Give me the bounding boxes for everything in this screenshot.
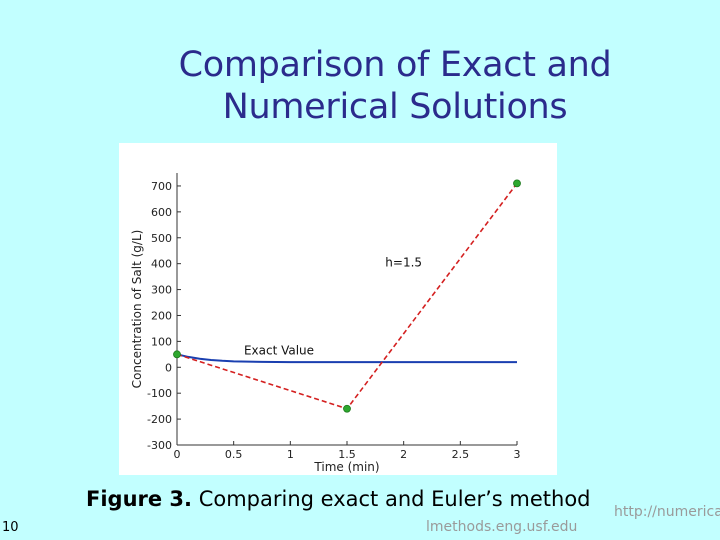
slide-title: Comparison of Exact and Numerical Soluti… <box>150 44 640 128</box>
x-tick-label: 0 <box>174 448 181 461</box>
euler-point <box>173 350 181 359</box>
y-tick-label: -300 <box>147 439 172 452</box>
x-tick-label: 3 <box>514 448 521 461</box>
footer-url: lmethods.eng.usf.edu <box>426 519 578 535</box>
slide-number: 10 <box>2 520 19 535</box>
chart-svg: 0 0.5 1 1.5 2 2.5 3 -300 -200 -100 0 100 200 300 400 50… <box>130 173 521 474</box>
y-tick-label: -100 <box>147 387 172 400</box>
y-tick-label: -200 <box>147 413 172 426</box>
x-tick-label: 0.5 <box>225 448 243 461</box>
x-axis-label: Time (min) <box>313 460 379 474</box>
euler-series-line <box>176 182 518 410</box>
caption-label: Figure 3. <box>86 487 193 511</box>
figure-caption: Figure 3. Comparing exact and Euler’s me… <box>86 487 591 511</box>
x-tick-label: 2.5 <box>452 448 470 461</box>
y-tick-label: 400 <box>151 258 172 271</box>
y-tick-label: 700 <box>151 180 172 193</box>
y-tick-label: 0 <box>165 361 172 374</box>
y-tick-label: 200 <box>151 309 172 322</box>
y-axis-label: Concentration of Salt (g/L) <box>130 230 144 389</box>
euler-point <box>513 179 521 188</box>
footer-url-right: http://numerica <box>614 504 720 520</box>
title-line-2: Numerical Solutions <box>222 87 568 127</box>
y-tick-label: 100 <box>151 335 172 348</box>
step-size-annotation: h=1.5 <box>385 255 422 269</box>
euler-point <box>343 404 351 413</box>
title-line-1: Comparison of Exact and <box>178 45 612 85</box>
y-tick-label: 500 <box>151 232 172 245</box>
chart-panel: 0 0.5 1 1.5 2 2.5 3 -300 -200 -100 0 100 200 300 400 50… <box>119 143 557 475</box>
exact-series-line <box>176 353 517 364</box>
x-tick-label: 1.5 <box>338 448 356 461</box>
y-tick-label: 300 <box>151 284 172 297</box>
x-tick-label: 1 <box>287 448 294 461</box>
x-tick-label: 2 <box>400 448 407 461</box>
caption-text: Comparing exact and Euler’s method <box>198 487 591 511</box>
exact-value-annotation: Exact Value <box>244 343 314 357</box>
y-tick-label: 600 <box>151 206 172 219</box>
